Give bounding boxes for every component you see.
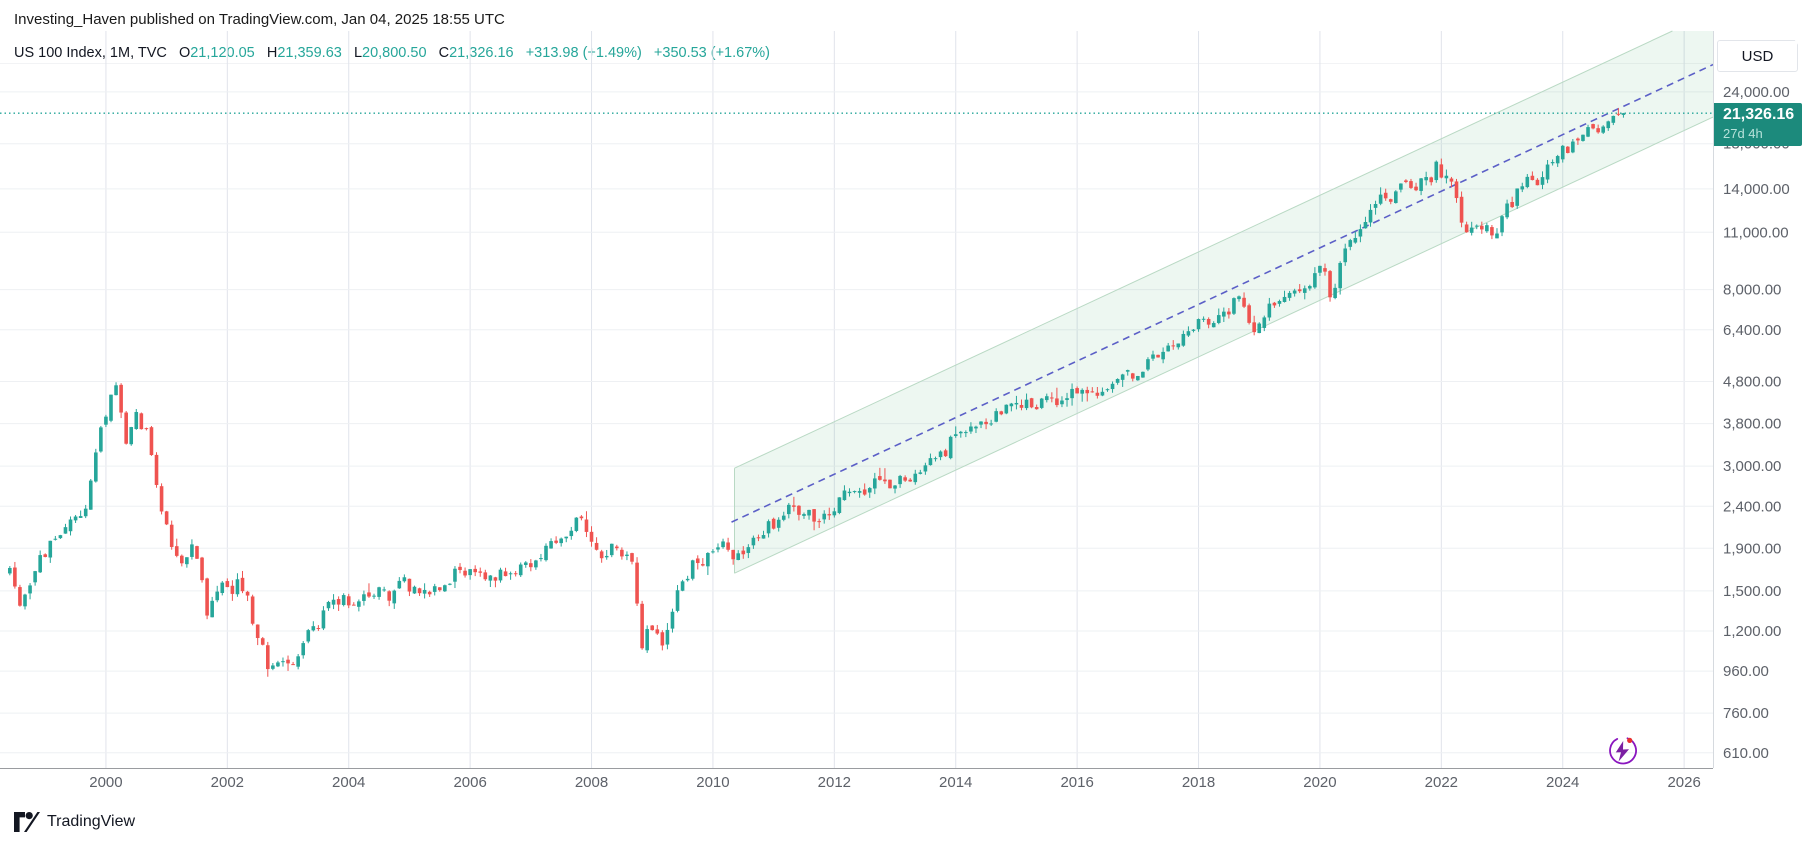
svg-text:1,200.00: 1,200.00	[1723, 623, 1781, 640]
svg-text:2022: 2022	[1425, 774, 1458, 791]
svg-text:2006: 2006	[453, 774, 486, 791]
svg-text:4,800.00: 4,800.00	[1723, 374, 1781, 391]
svg-text:8,000.00: 8,000.00	[1723, 282, 1781, 299]
svg-text:2002: 2002	[211, 774, 244, 791]
svg-text:2008: 2008	[575, 774, 608, 791]
svg-text:2014: 2014	[939, 774, 972, 791]
svg-text:2024: 2024	[1546, 774, 1579, 791]
svg-text:2012: 2012	[818, 774, 851, 791]
svg-text:2000: 2000	[89, 774, 122, 791]
svg-text:610.00: 610.00	[1723, 745, 1769, 762]
svg-text:24,000.00: 24,000.00	[1723, 84, 1790, 101]
svg-text:960.00: 960.00	[1723, 663, 1769, 680]
svg-text:11,000.00: 11,000.00	[1723, 224, 1789, 241]
svg-text:2018: 2018	[1182, 774, 1215, 791]
svg-text:3,800.00: 3,800.00	[1723, 416, 1781, 433]
svg-text:1,500.00: 1,500.00	[1723, 583, 1781, 600]
svg-text:2016: 2016	[1060, 774, 1093, 791]
svg-text:760.00: 760.00	[1723, 705, 1769, 722]
svg-text:2020: 2020	[1303, 774, 1336, 791]
svg-text:2004: 2004	[332, 774, 365, 791]
svg-text:1,900.00: 1,900.00	[1723, 540, 1781, 557]
svg-text:14,000.00: 14,000.00	[1723, 181, 1790, 198]
svg-text:6,400.00: 6,400.00	[1723, 322, 1781, 339]
svg-text:2010: 2010	[696, 774, 729, 791]
svg-text:2,400.00: 2,400.00	[1723, 498, 1781, 515]
svg-text:3,000.00: 3,000.00	[1723, 458, 1781, 475]
svg-text:2026: 2026	[1667, 774, 1700, 791]
